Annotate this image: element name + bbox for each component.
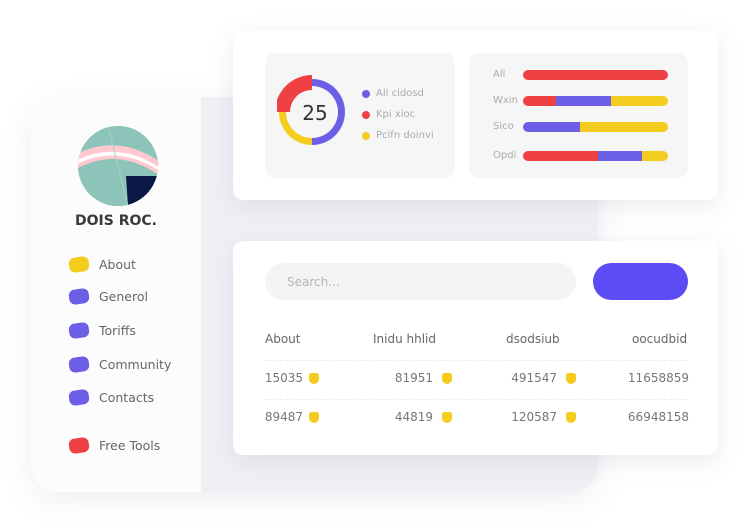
bar-label: All [493, 69, 506, 80]
column-header[interactable]: dsodsiub [506, 332, 560, 346]
stacked-bar [523, 151, 668, 161]
bars-panel: All Wxin Sico Opdi [469, 53, 688, 178]
legend-label: All cidosd [376, 88, 424, 99]
nav-blob-icon [68, 355, 90, 374]
bar-segment [611, 96, 668, 106]
stacked-bar [523, 122, 668, 132]
legend-item: Pcifn doinvi [362, 130, 434, 141]
shield-icon [309, 373, 319, 384]
shield-icon [442, 412, 452, 423]
table-cell: 44819 [394, 410, 433, 424]
donut-panel: 25 All cidosd Kpi xioc Pcifn doinvi [265, 53, 455, 178]
bar-segment [523, 122, 580, 132]
search-button[interactable] [593, 263, 688, 300]
bar-label: Wxin [493, 95, 518, 106]
column-header[interactable]: oocudbid [632, 332, 688, 346]
bar-segment [598, 151, 642, 161]
legend-item: All cidosd [362, 88, 424, 99]
bar-label: Sico [493, 121, 514, 132]
donut-segment [279, 112, 312, 145]
bar-segment [523, 70, 668, 80]
column-header[interactable]: Inidu hhlid [373, 332, 437, 346]
table-cell: 491547 [511, 371, 557, 385]
row-divider [265, 360, 687, 361]
sidebar-item-label: Contacts [99, 390, 155, 405]
table-card: About Inidu hhlid dsodsiub oocudbid 15035 819… [233, 241, 718, 455]
donut-segment [277, 75, 312, 112]
shield-icon [442, 373, 452, 384]
nav-blob-icon [68, 287, 90, 306]
sidebar-item-generol[interactable]: Generol [68, 287, 148, 306]
table-cell: 15035 [264, 371, 303, 385]
sidebar-item-label: Toriffs [99, 323, 136, 338]
donut-value: 25 [302, 101, 328, 125]
nav-blob-icon [68, 388, 90, 407]
donut-segment [312, 79, 345, 145]
legend-item: Kpi xioc [362, 109, 415, 120]
sidebar-item-label: Community [99, 357, 172, 372]
bar-segment [579, 122, 668, 132]
brand-name: DOIS ROC. [75, 213, 157, 229]
sidebar-item-about[interactable]: About [68, 255, 136, 274]
sidebar-item-community[interactable]: Community [68, 355, 172, 374]
table-cell: 81951 [394, 371, 433, 385]
donut-chart [277, 75, 345, 145]
bar-segment [641, 151, 668, 161]
table-cell: 89487 [264, 410, 303, 424]
sidebar-item-label: About [99, 257, 136, 272]
sidebar-item-label: Free Tools [99, 438, 161, 453]
sidebar-item-free-tools[interactable]: Free Tools [68, 436, 161, 455]
stacked-bar [523, 96, 668, 106]
shield-icon [309, 412, 319, 423]
nav-blob-icon [68, 436, 90, 455]
nav-blob-icon [68, 321, 90, 340]
stats-card: 25 All cidosd Kpi xioc Pcifn doinvi All Wxi… [233, 31, 718, 200]
sidebar: DOIS ROC. About Generol Toriffs Community Co… [31, 97, 201, 492]
sidebar-item-label: Generol [99, 289, 148, 304]
stacked-bar [523, 70, 668, 80]
row-divider [265, 399, 687, 400]
legend-dot-icon [362, 110, 370, 119]
legend-dot-icon [362, 131, 370, 140]
legend-dot-icon [362, 89, 370, 98]
sidebar-item-contacts[interactable]: Contacts [68, 388, 155, 407]
sidebar-item-toriffs[interactable]: Toriffs [68, 321, 136, 340]
legend-label: Pcifn doinvi [376, 130, 434, 141]
bar-label: Opdi [493, 150, 517, 161]
shield-icon [566, 412, 576, 423]
bar-segment [523, 96, 557, 106]
brand-logo [78, 126, 158, 206]
table-cell: 66948158 [627, 410, 689, 424]
nav-blob-icon [68, 255, 90, 274]
column-header[interactable]: About [265, 332, 301, 346]
table-cell: 120587 [511, 410, 557, 424]
shield-icon [566, 373, 576, 384]
bar-segment [523, 151, 599, 161]
table-cell: 11658859 [627, 371, 689, 385]
search-input[interactable] [265, 263, 576, 300]
bar-segment [556, 96, 612, 106]
legend-label: Kpi xioc [376, 109, 416, 120]
